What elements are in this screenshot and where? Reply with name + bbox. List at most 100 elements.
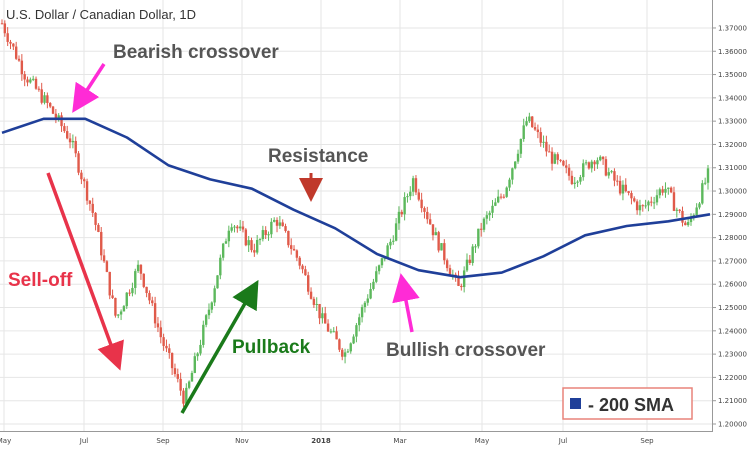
candle-body — [29, 79, 32, 83]
candle-body — [241, 226, 245, 230]
candle-body — [454, 274, 457, 276]
candle-body — [20, 60, 24, 75]
candle-body — [272, 219, 276, 222]
candle-body — [77, 153, 80, 173]
candle-body — [219, 257, 222, 276]
candle-body — [292, 248, 296, 251]
candle-body — [471, 246, 474, 263]
candle-body — [522, 125, 525, 139]
annotation-sell-off: Sell-off — [8, 270, 73, 291]
candle-body — [119, 311, 123, 315]
candle-body — [168, 348, 171, 353]
candle-body — [392, 240, 395, 242]
candle-body — [601, 156, 605, 160]
annotation-bearish-crossover: Bearish crossover — [113, 42, 279, 63]
candle-body — [0, 23, 4, 25]
candle-body — [12, 43, 15, 47]
candle-body — [60, 115, 63, 127]
candle-body — [63, 126, 66, 132]
candle-body — [664, 188, 667, 193]
x-tick-label: 2018 — [311, 437, 331, 445]
candle-body — [397, 211, 401, 224]
x-tick-label: Sep — [156, 437, 170, 445]
candle-body — [701, 183, 704, 204]
candle-body — [17, 58, 21, 61]
candle-body — [142, 273, 145, 287]
candle-body — [136, 264, 140, 272]
candle-body — [173, 368, 177, 375]
candle-body — [102, 255, 106, 262]
candle-body — [641, 205, 644, 207]
candle-body — [448, 268, 452, 275]
candle-body — [414, 178, 418, 193]
candle-body — [74, 140, 77, 154]
candle-body — [349, 343, 352, 352]
candle-body — [386, 245, 389, 259]
candle-body — [650, 201, 653, 203]
candle-body — [278, 222, 282, 226]
y-tick-label: 1.28000 — [718, 234, 747, 242]
legend-swatch — [570, 398, 581, 409]
y-tick-label: 1.33000 — [718, 118, 747, 126]
candle-body — [111, 295, 114, 298]
candle-body — [593, 161, 596, 165]
candle-body — [213, 288, 216, 303]
candle-body — [190, 372, 194, 382]
candle-body — [627, 191, 630, 193]
candle-body — [151, 300, 154, 304]
candle-body — [145, 286, 148, 294]
candle-body — [496, 196, 500, 203]
candle-body — [165, 345, 168, 349]
candle-body — [375, 271, 378, 282]
bearish-crossover-arrow — [72, 63, 106, 113]
candle-body — [426, 211, 429, 220]
candle-body — [689, 217, 693, 223]
candle-body — [519, 138, 523, 154]
candle-body — [258, 239, 262, 241]
candle-body — [667, 187, 670, 189]
candle-body — [255, 239, 259, 253]
candle-body — [193, 356, 197, 373]
candle-body — [6, 33, 9, 42]
candle-body — [366, 298, 369, 303]
candle-body — [179, 378, 182, 391]
sma-200-line — [1, 117, 711, 279]
candle-body — [247, 240, 250, 246]
candle-body — [94, 212, 97, 225]
candle-body — [125, 292, 128, 307]
candle-body — [443, 243, 446, 261]
candle-body — [556, 154, 559, 160]
candle-body — [638, 205, 642, 211]
candle-body — [210, 302, 214, 310]
candle-body — [417, 192, 420, 200]
candle-body — [698, 203, 701, 208]
x-tick-label: May — [0, 437, 11, 445]
annotation-pullback: Pullback — [232, 337, 311, 358]
candle-body — [562, 160, 565, 166]
candle-body — [182, 390, 185, 404]
candle-body — [244, 229, 248, 246]
candle-body — [681, 210, 684, 223]
candle-body — [26, 79, 29, 83]
x-tick-label: Sep — [640, 437, 654, 445]
candle-body — [122, 306, 126, 312]
candle-body — [176, 374, 179, 379]
candle-body — [187, 381, 191, 388]
candle-body — [162, 337, 165, 346]
candle-body — [462, 270, 466, 288]
annotation-bullish-crossover: Bullish crossover — [386, 340, 546, 361]
candle-body — [658, 189, 661, 196]
candle-body — [372, 281, 375, 289]
candle-body — [644, 205, 647, 207]
x-tick-label: Nov — [235, 437, 249, 445]
candle-body — [445, 260, 449, 269]
legend-box — [562, 387, 693, 420]
candle-body — [411, 178, 415, 192]
candle-body — [108, 271, 111, 296]
candle-body — [460, 285, 463, 288]
candle-body — [131, 287, 134, 294]
candle-body — [383, 258, 386, 260]
candle-body — [409, 191, 412, 197]
candle-body — [553, 154, 557, 164]
candle-body — [525, 121, 528, 126]
